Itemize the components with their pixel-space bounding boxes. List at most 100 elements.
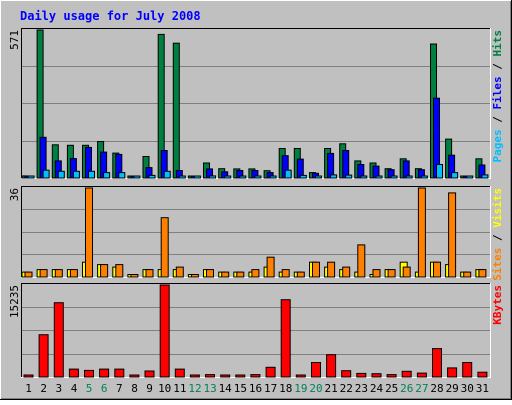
bar-hits-pages <box>193 175 201 179</box>
bar-hits-pages <box>345 174 353 179</box>
legend-part: Files <box>491 76 504 109</box>
x-tick-label: 8 <box>131 382 138 395</box>
x-tick-label: 18 <box>279 382 292 395</box>
bar-hits-pages <box>420 175 428 179</box>
bar-visits-sites <box>251 269 260 278</box>
bar-hits-pages <box>375 175 383 179</box>
legend-part: / <box>491 110 504 130</box>
bar-visits-sites <box>387 269 396 278</box>
bar-visits-sites <box>342 266 351 278</box>
bar-kbytes-kbytes <box>265 366 276 378</box>
x-tick-label: 25 <box>385 382 398 395</box>
bar-kbytes-kbytes <box>280 299 291 378</box>
x-tick-label: 14 <box>219 382 233 395</box>
bar-kbytes-kbytes <box>386 374 397 378</box>
bar-kbytes-kbytes <box>401 370 412 378</box>
bar-visits-sites <box>160 217 169 278</box>
bar-visits-sites <box>206 269 214 278</box>
legend-part: KBytes <box>491 285 504 325</box>
bar-visits-sites <box>221 271 230 278</box>
bar-kbytes-kbytes <box>114 368 125 378</box>
x-tick-label: 13 <box>203 382 216 395</box>
bar-hits-pages <box>88 170 95 179</box>
bar-kbytes-kbytes <box>295 374 306 378</box>
bar-visits-sites <box>417 187 426 278</box>
x-tick-label: 6 <box>101 382 108 395</box>
panel-hits: 571 Pages / Files / Hits <box>8 28 504 179</box>
y-max-label-hits: 571 <box>8 30 21 50</box>
x-tick-label: 26 <box>400 382 413 395</box>
bar-kbytes-kbytes <box>341 370 352 378</box>
bar-hits-files <box>342 150 350 179</box>
bar-hits-pages <box>103 172 111 179</box>
x-axis-labels: 1 2 3 4 5 6 7 8 9 10 11 12 13 14 15 16 17 18 19 20 21 22 23 24 2… <box>25 382 489 395</box>
legend-part: Pages <box>491 129 504 162</box>
bar-hits-pages <box>209 175 216 179</box>
x-tick-label: 24 <box>370 382 384 395</box>
bar-kbytes-kbytes <box>159 284 170 378</box>
legend-part: Sites <box>491 248 504 281</box>
bar-visits-sites <box>54 269 63 278</box>
bar-kbytes-kbytes <box>84 369 94 378</box>
bar-kbytes-kbytes <box>235 374 246 378</box>
x-tick-label: 27 <box>415 382 428 395</box>
bar-hits-pages <box>390 175 398 179</box>
bar-kbytes-kbytes <box>23 374 34 378</box>
bar-hits-pages <box>27 175 35 179</box>
x-tick-label: 1 <box>25 382 32 395</box>
legend-part: / <box>491 228 504 248</box>
bar-visits-sites <box>24 271 33 278</box>
bar-visits-sites <box>236 271 245 278</box>
bar-hits-pages <box>269 175 277 179</box>
bar-kbytes-kbytes <box>311 362 321 378</box>
bar-visits-sites <box>85 187 93 278</box>
x-tick-label: 11 <box>173 382 186 395</box>
bar-hits-pages <box>57 170 65 179</box>
bar-kbytes-kbytes <box>416 372 427 378</box>
bar-kbytes-kbytes <box>205 374 215 378</box>
bar-visits-sites <box>100 264 109 278</box>
bar-hits-pages <box>42 169 50 179</box>
bar-kbytes-kbytes <box>38 334 49 378</box>
bar-hits-pages <box>163 170 171 179</box>
bar-kbytes-kbytes <box>129 374 140 378</box>
bar-hits-hits <box>172 42 180 179</box>
x-tick-label: 22 <box>340 382 353 395</box>
bar-hits-pages <box>224 175 232 179</box>
x-tick-label: 28 <box>430 382 443 395</box>
x-tick-label: 29 <box>446 382 459 395</box>
bar-kbytes-kbytes <box>447 367 458 378</box>
bar-hits-files <box>402 160 410 179</box>
bar-visits-sites <box>115 264 124 278</box>
bar-kbytes-kbytes <box>174 368 185 378</box>
x-tick-label: 17 <box>264 382 277 395</box>
bar-visits-sites <box>357 244 366 278</box>
bar-hits-pages <box>299 174 307 179</box>
bar-visits-sites <box>402 266 411 278</box>
bar-kbytes-kbytes <box>99 368 110 378</box>
bar-visits-sites <box>130 274 139 278</box>
bar-hits-pages <box>481 174 489 179</box>
bar-visits-sites <box>296 271 305 278</box>
bar-visits-sites <box>448 192 457 278</box>
bar-kbytes-kbytes <box>462 362 473 378</box>
bar-kbytes-kbytes <box>53 302 64 378</box>
bar-kbytes-kbytes <box>371 373 382 378</box>
legend-part: / <box>491 57 504 77</box>
legend-label-hits: Pages / Files / Hits <box>491 30 504 163</box>
bar-hits-files <box>327 152 335 179</box>
x-tick-label: 10 <box>158 382 171 395</box>
bar-hits-pages <box>436 164 443 179</box>
bar-hits-pages <box>315 175 322 179</box>
bar-visits-sites <box>69 269 78 278</box>
bar-visits-sites <box>39 269 48 278</box>
bar-hits-pages <box>330 174 338 179</box>
legend-part: Hits <box>491 30 504 57</box>
bar-visits-sites <box>463 271 472 278</box>
x-tick-label: 20 <box>309 382 322 395</box>
bar-hits-pages <box>148 174 156 179</box>
x-tick-label: 3 <box>55 382 62 395</box>
x-tick-label: 21 <box>324 382 337 395</box>
bar-visits-sites <box>281 269 290 278</box>
